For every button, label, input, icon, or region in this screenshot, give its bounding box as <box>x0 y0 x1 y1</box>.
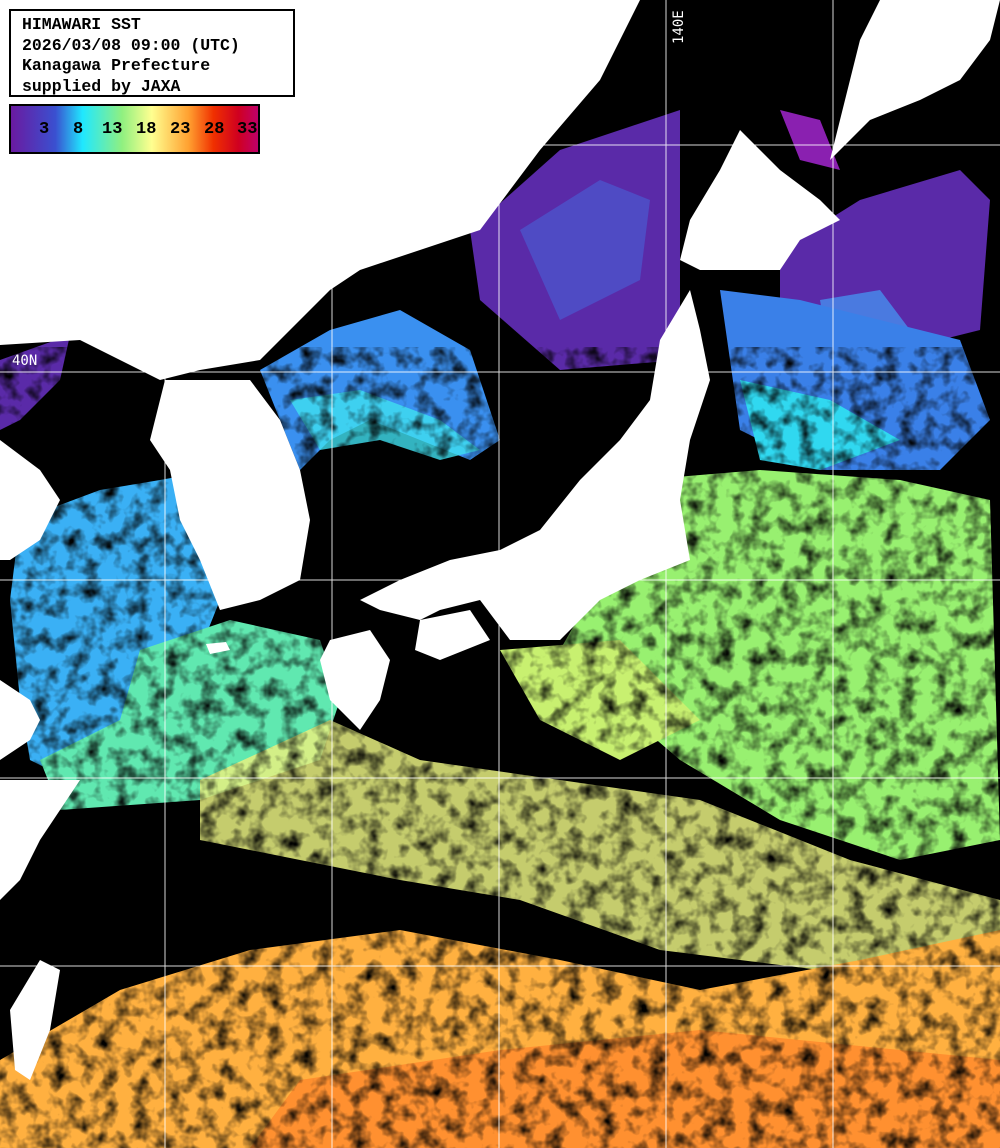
legend-tick: 33 <box>237 120 258 139</box>
legend-tick: 28 <box>204 120 225 139</box>
land-island-a <box>398 128 426 165</box>
land-honshu <box>360 290 710 640</box>
land-korea <box>150 380 310 610</box>
land-kyushu <box>320 630 390 730</box>
legend-tick: 8 <box>73 120 84 139</box>
lon-label-140e: 140E <box>671 10 687 44</box>
lat-label-40n: 40N <box>12 353 38 369</box>
sst-northeast-edge <box>780 110 840 170</box>
land-china-a <box>0 440 60 560</box>
info-credit: supplied by JAXA <box>22 76 181 96</box>
land-china-b <box>0 680 40 760</box>
land-hokkaido <box>680 130 840 270</box>
land-sakhalin <box>830 0 1000 160</box>
legend-tick: 3 <box>39 120 50 139</box>
info-region: Kanagawa Prefecture <box>22 56 211 75</box>
land-china-c <box>0 780 80 900</box>
cloud-cover <box>0 420 1000 1148</box>
land-taiwan <box>10 960 60 1080</box>
legend-tick: 13 <box>102 120 123 139</box>
info-datetime: 2026/03/08 09:00 (UTC) <box>22 35 240 55</box>
land-jeju <box>206 642 230 654</box>
sst-cold-north-inner <box>520 180 650 320</box>
legend-tick: 18 <box>136 120 157 139</box>
land-shikoku <box>415 610 490 660</box>
color-scale-legend: 3 8 13 18 23 28 33 <box>9 104 260 154</box>
legend-tick: 23 <box>170 120 191 139</box>
info-box: HIMAWARI SST 2026/03/08 09:00 (UTC) Kana… <box>9 9 295 97</box>
sst-bohai-purple <box>0 335 70 430</box>
info-title: HIMAWARI SST <box>22 15 141 34</box>
